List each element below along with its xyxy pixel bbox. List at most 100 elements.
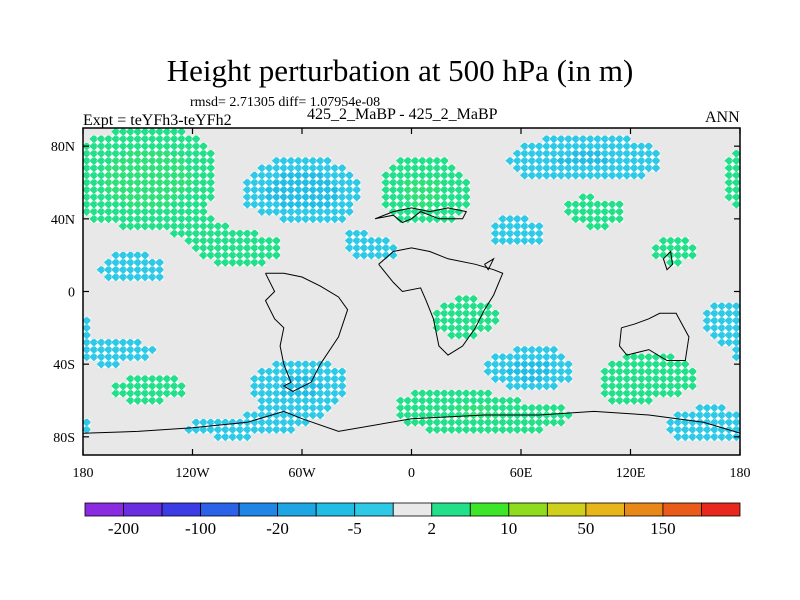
field-cell xyxy=(672,388,684,399)
field-cell-neutral xyxy=(491,389,500,398)
field-cell xyxy=(264,163,275,173)
field-cell xyxy=(417,410,428,420)
field-cell xyxy=(191,170,202,181)
field-cell-neutral xyxy=(119,309,128,318)
field-cell-neutral xyxy=(725,447,733,455)
field-cell xyxy=(534,170,545,181)
field-cell-neutral xyxy=(564,418,573,427)
field-cell xyxy=(504,155,516,166)
field-cell-neutral xyxy=(710,142,719,151)
field-cell-neutral xyxy=(280,295,288,303)
field-cell-neutral xyxy=(484,440,493,449)
field-cell xyxy=(629,381,640,391)
field-cell-neutral xyxy=(404,360,412,369)
field-cell-neutral xyxy=(411,287,420,296)
colorbar: -200 -100 -20 -5 2 10 50 150 xyxy=(84,502,741,538)
field-cell-neutral xyxy=(97,280,106,289)
field-cell-neutral xyxy=(199,331,208,340)
field-cell-neutral xyxy=(572,193,580,201)
field-cell-neutral xyxy=(535,215,544,223)
field-cell-neutral xyxy=(221,324,230,332)
field-cell xyxy=(329,170,340,181)
field-cell-neutral xyxy=(389,331,398,340)
field-cell-neutral xyxy=(192,258,201,267)
field-cell-neutral xyxy=(601,295,609,303)
field-cell-neutral xyxy=(214,171,222,180)
field-cell-neutral xyxy=(104,396,113,405)
field-cell-neutral xyxy=(280,309,288,318)
field-cell-neutral xyxy=(177,411,186,419)
field-cell xyxy=(650,373,662,384)
field-cell-neutral xyxy=(564,353,573,361)
field-cell-neutral xyxy=(469,171,478,180)
field-cell-neutral xyxy=(557,316,566,325)
field-cell-neutral xyxy=(448,382,456,390)
field-cell-neutral xyxy=(418,229,427,238)
field-cell-neutral xyxy=(572,309,580,318)
field-cell-neutral xyxy=(389,433,398,441)
field-cell-neutral xyxy=(236,309,244,318)
field-cell-neutral xyxy=(382,207,390,216)
field-cell-neutral xyxy=(302,338,310,347)
field-cell-neutral xyxy=(477,440,485,449)
field-cell-neutral xyxy=(185,375,193,383)
field-cell-neutral xyxy=(418,309,427,318)
field-cell xyxy=(300,163,311,173)
field-cell xyxy=(132,128,143,137)
field-cell-neutral xyxy=(499,316,507,325)
field-cell-neutral xyxy=(287,316,295,325)
field-cell xyxy=(110,337,121,348)
field-cell-neutral xyxy=(177,287,186,296)
field-cell-neutral xyxy=(608,229,617,238)
field-cell-neutral xyxy=(732,258,740,267)
colorbar-label: 50 xyxy=(577,519,594,538)
field-cell-neutral xyxy=(462,346,471,354)
field-cell xyxy=(110,184,121,195)
field-cell xyxy=(293,373,304,384)
field-cell-neutral xyxy=(367,375,376,383)
field-cell-neutral xyxy=(243,404,252,412)
field-cell-neutral xyxy=(674,440,682,449)
field-cell xyxy=(329,366,340,377)
field-cell-neutral xyxy=(199,396,208,405)
field-cell-neutral xyxy=(477,237,485,245)
field-cell-neutral xyxy=(163,244,171,252)
field-cell-neutral xyxy=(214,360,222,369)
field-cell-neutral xyxy=(469,266,478,274)
field-cell-neutral xyxy=(418,447,427,455)
field-cell xyxy=(629,155,640,166)
field-cell-neutral xyxy=(433,375,441,383)
field-cell xyxy=(329,184,340,195)
field-cell-neutral xyxy=(331,229,339,238)
field-cell-neutral xyxy=(557,229,566,238)
field-cell-neutral xyxy=(331,433,339,441)
field-cell-neutral xyxy=(280,251,288,260)
field-cell xyxy=(307,410,319,420)
field-cell-neutral xyxy=(404,346,412,354)
field-cell xyxy=(278,206,289,217)
field-cell-neutral xyxy=(192,375,201,383)
field-cell xyxy=(88,133,100,144)
field-cell xyxy=(410,395,421,406)
field-cell-neutral xyxy=(550,186,558,194)
field-cell xyxy=(431,308,443,319)
field-cell xyxy=(125,128,136,137)
field-cell-neutral xyxy=(448,338,456,347)
field-cell-neutral xyxy=(594,287,602,296)
field-cell-neutral xyxy=(688,157,697,165)
field-cell-neutral xyxy=(272,433,281,441)
field-cell-neutral xyxy=(382,418,390,427)
field-cell xyxy=(103,192,114,202)
field-cell xyxy=(256,192,267,202)
field-cell-neutral xyxy=(418,375,427,383)
field-cell xyxy=(125,388,136,399)
field-cell-neutral xyxy=(506,287,514,296)
field-cell-neutral xyxy=(243,447,252,455)
field-cell-neutral xyxy=(338,273,347,281)
field-cell-neutral xyxy=(484,273,493,281)
field-cell-neutral xyxy=(725,353,733,361)
field-cell xyxy=(512,424,523,435)
field-cell-neutral xyxy=(214,193,222,201)
field-cell xyxy=(417,199,428,210)
field-cell-neutral xyxy=(389,404,398,412)
